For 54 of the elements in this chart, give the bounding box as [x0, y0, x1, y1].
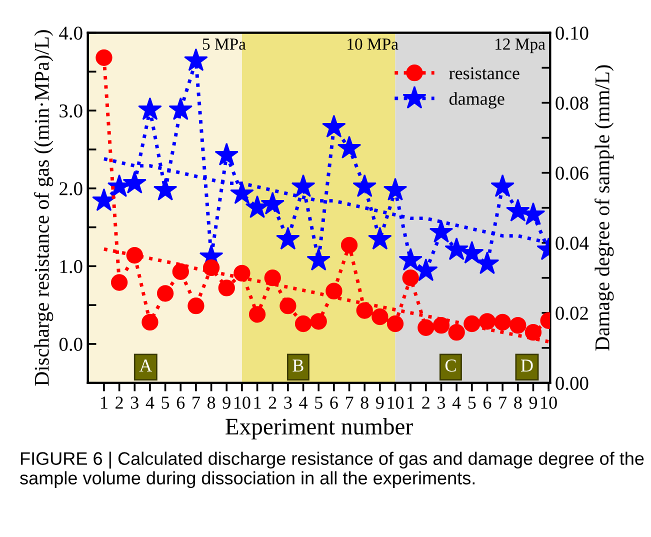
legend-label: resistance [449, 67, 520, 80]
x-tick-label: 3 [438, 396, 446, 409]
y-tick-label: 0.0 [59, 338, 82, 351]
annotation: B [292, 360, 304, 372]
x-tick-label: 2 [422, 396, 430, 409]
x-tick-label: 8 [207, 396, 216, 409]
x-tick-label: 7 [192, 396, 200, 409]
x-tick-label: 10 [234, 396, 250, 409]
x-tick-label: 1 [408, 396, 414, 409]
annotation: 12 Mpa [496, 38, 546, 54]
annotation: C [445, 360, 456, 372]
y-tick-label: 1.0 [60, 260, 82, 274]
y2-tick-label: 0.10 [556, 26, 588, 40]
y-tick-label: 4.0 [59, 26, 82, 40]
x-tick-label: 1 [101, 396, 108, 409]
y2-tick-label: 0.06 [556, 166, 588, 180]
x-tick-label: 3 [284, 396, 292, 409]
x-tick-label: 9 [376, 396, 384, 409]
legend-label: damage [449, 92, 504, 109]
x-tick-label: 9 [529, 396, 538, 409]
x-tick-label: 7 [499, 396, 507, 409]
x-tick-label: 4 [299, 396, 308, 409]
y2-tick-label: 0.02 [556, 306, 588, 320]
x-axis-title: Experiment number [226, 418, 413, 440]
annotation: D [520, 360, 533, 372]
annotation: 10 MPa [348, 38, 398, 50]
y2-tick-label: 0.00 [556, 376, 588, 390]
y2-axis-title: Damage degree of sample (mm/L) [594, 65, 614, 351]
x-tick-label: 5 [162, 396, 170, 409]
x-tick-label: 2 [116, 396, 123, 409]
x-tick-label: 9 [222, 396, 230, 409]
x-tick-label: 5 [468, 396, 476, 409]
annotation: 5 MPa [202, 38, 246, 50]
y-tick-label: 3.0 [60, 104, 82, 118]
x-tick-label: 3 [130, 396, 138, 409]
caption: FIGURE 6 | Calculated discharge resistance of gas and damage degree of the sample volume during dissociation in all the experiments. [20, 452, 644, 488]
x-tick-label: 4 [452, 396, 461, 409]
x-tick-label: 7 [346, 396, 354, 409]
annotation: A [139, 360, 152, 372]
x-tick-label: 6 [330, 396, 338, 409]
x-tick-label: 1 [254, 396, 261, 409]
x-tick-label: 8 [514, 396, 522, 409]
x-tick-label: 4 [146, 396, 154, 409]
x-tick-label: 5 [315, 396, 322, 409]
y-tick-label: 2.0 [60, 182, 82, 196]
y2-tick-label: 0.04 [556, 236, 589, 250]
x-tick-label: 6 [176, 396, 185, 409]
x-tick-label: 8 [360, 396, 368, 409]
x-tick-label: 2 [268, 396, 276, 409]
x-tick-label: 6 [484, 396, 492, 409]
x-tick-label: 10 [541, 396, 557, 409]
y-axis-title: Discharge resistance of gas ((min·MPa)/L) [34, 30, 54, 386]
x-tick-label: 10 [388, 396, 404, 409]
y2-tick-label: 0.08 [556, 96, 588, 110]
